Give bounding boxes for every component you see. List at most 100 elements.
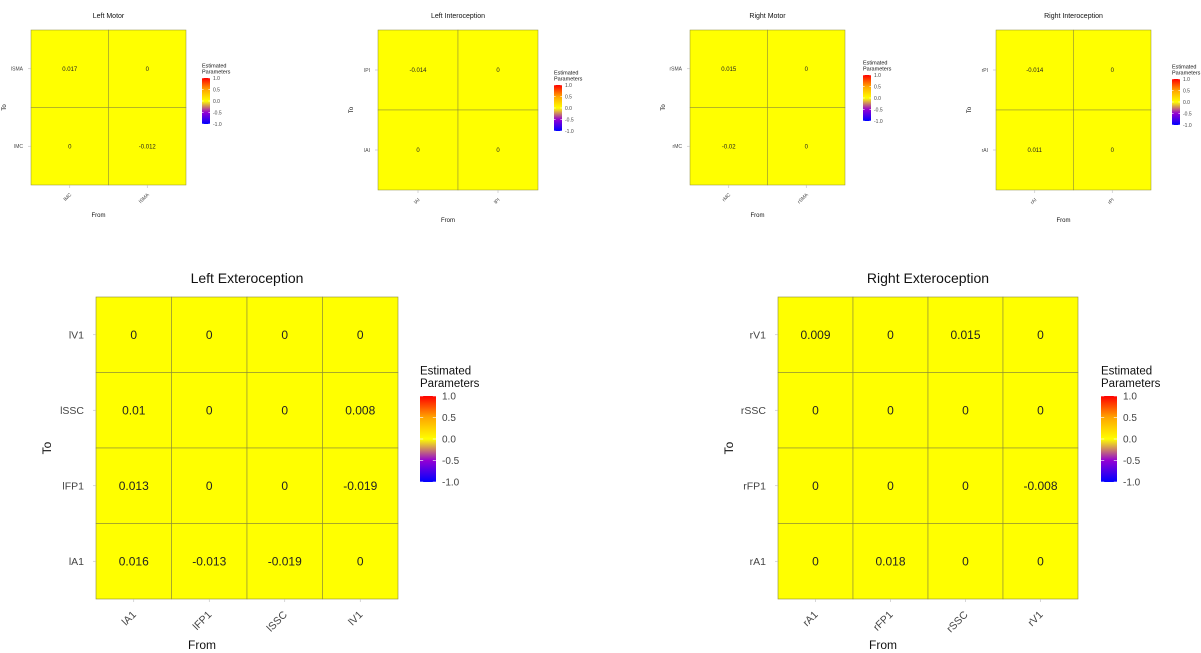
heatmap-cell bbox=[852, 296, 929, 373]
cell-value-label: -0.02 bbox=[722, 144, 736, 150]
x-tick-label: rSSC bbox=[944, 609, 971, 636]
chart-title: Left Interoception bbox=[431, 13, 485, 20]
heatmap-right-exteroception: Right Exteroception 0.009 0 0.015 0 0 0 0 0 0 0 0 -0… bbox=[700, 260, 1201, 653]
y-tick-label: rV1 bbox=[750, 329, 767, 341]
y-tick-label: rFP1 bbox=[743, 480, 766, 492]
heatmap-cell bbox=[927, 447, 1004, 524]
legend-colorbar bbox=[1172, 79, 1180, 125]
cell-value-label: 0 bbox=[805, 144, 809, 150]
cell-value-label: 0.008 bbox=[345, 403, 375, 417]
x-tick-label: rFP1 bbox=[871, 609, 896, 634]
legend-tick-label: 0.5 bbox=[213, 87, 220, 93]
chart-title: Right Motor bbox=[749, 13, 786, 20]
cell-value-label: 0 bbox=[1111, 68, 1115, 74]
heatmap-cell bbox=[767, 107, 846, 186]
heatmap-cell bbox=[457, 29, 539, 111]
heatmap-cell bbox=[95, 296, 172, 373]
heatmap-cell bbox=[30, 29, 109, 108]
cell-value-label: 0 bbox=[962, 479, 969, 493]
legend-tick-label: 0.0 bbox=[565, 106, 572, 112]
y-tick-label: lAI bbox=[364, 148, 370, 154]
heatmap-cell bbox=[377, 29, 459, 111]
x-tick-label: rAI bbox=[1030, 197, 1039, 206]
x-tick-label: rV1 bbox=[1026, 609, 1046, 629]
legend-tick-label: -1.0 bbox=[213, 122, 222, 128]
legend-tick-label: 0.5 bbox=[565, 94, 572, 100]
x-axis-title: From bbox=[869, 638, 897, 652]
legend-tick-label: 1.0 bbox=[1183, 77, 1190, 83]
cell-value-label: 0.011 bbox=[1027, 148, 1042, 154]
cell-value-label: 0 bbox=[1037, 554, 1044, 568]
cell-value-label: 0 bbox=[812, 403, 819, 417]
heatmap-cell bbox=[1002, 296, 1079, 373]
heatmap-cell bbox=[322, 447, 399, 524]
cell-value-label: 0.017 bbox=[62, 67, 78, 73]
legend-tick-label: 1.0 bbox=[213, 76, 220, 82]
cell-value-label: 0 bbox=[416, 148, 420, 154]
heatmap-cell bbox=[927, 372, 1004, 449]
heatmap-left-interoception: Left Interoception -0.014 0 0 0 lPI lAI lAI lPI F… bbox=[340, 0, 640, 225]
legend-tick-label: -0.5 bbox=[1123, 456, 1141, 467]
cell-value-label: -0.008 bbox=[1023, 479, 1057, 493]
cell-value-label: 0 bbox=[887, 328, 894, 342]
legend-tick-label: 0.5 bbox=[874, 84, 881, 90]
cell-value-label: 0 bbox=[357, 554, 364, 568]
heatmap-cell bbox=[767, 29, 846, 108]
x-tick-label: rSMA bbox=[797, 192, 811, 206]
cell-value-label: 0 bbox=[887, 403, 894, 417]
legend-title: Estimated bbox=[420, 365, 471, 377]
legend-title: Parameters bbox=[1101, 378, 1161, 390]
heatmap-cell bbox=[246, 296, 323, 373]
cell-value-label: 0 bbox=[812, 554, 819, 568]
x-tick-label: lFP1 bbox=[191, 609, 215, 633]
cell-value-label: 0 bbox=[1037, 403, 1044, 417]
heatmap-svg: Right Interoception -0.014 0 0.011 0 rPI rAI rA… bbox=[967, 13, 1201, 224]
cell-value-label: 0 bbox=[281, 479, 288, 493]
heatmap-left-exteroception: Left Exteroception 0 0 0 0 0.01 0 0 0.008 0.013 0 0… bbox=[0, 260, 560, 653]
x-tick-label: lV1 bbox=[346, 609, 365, 628]
legend-tick-label: 1.0 bbox=[442, 392, 456, 403]
y-axis-title: To bbox=[2, 104, 8, 111]
legend-colorbar bbox=[420, 396, 436, 482]
legend-tick-label: 1.0 bbox=[565, 83, 572, 89]
cell-value-label: 0.018 bbox=[875, 554, 905, 568]
cell-value-label: 0.013 bbox=[119, 479, 149, 493]
y-tick-label: rSSC bbox=[741, 405, 767, 417]
legend-tick-label: 0.5 bbox=[1123, 413, 1137, 424]
cell-value-label: 0 bbox=[1037, 328, 1044, 342]
heatmap-cell bbox=[171, 372, 248, 449]
cell-value-label: -0.013 bbox=[192, 554, 226, 568]
y-tick-label: lPI bbox=[364, 68, 370, 74]
x-tick-label: lAI bbox=[413, 197, 421, 205]
heatmap-cell bbox=[1002, 372, 1079, 449]
cell-value-label: -0.019 bbox=[343, 479, 377, 493]
heatmap-cell bbox=[995, 29, 1074, 111]
y-tick-label: lV1 bbox=[69, 329, 84, 341]
x-axis-title: From bbox=[92, 213, 106, 219]
x-tick-label: rPI bbox=[1107, 197, 1116, 206]
cell-value-label: 0 bbox=[1111, 148, 1115, 154]
cell-value-label: 0 bbox=[281, 403, 288, 417]
cell-value-label: 0.009 bbox=[800, 328, 830, 342]
heatmap-cell bbox=[852, 447, 929, 524]
y-tick-label: lSSC bbox=[60, 405, 84, 417]
legend-title: Estimated bbox=[554, 71, 578, 77]
x-axis-title: From bbox=[188, 638, 216, 652]
heatmap-cell bbox=[95, 372, 172, 449]
legend-tick-label: 0.0 bbox=[213, 99, 220, 105]
y-axis-title: To bbox=[349, 106, 355, 113]
x-axis-title: From bbox=[441, 218, 455, 224]
legend-tick-label: -1.0 bbox=[1183, 123, 1192, 129]
legend-tick-label: 0.0 bbox=[442, 435, 456, 446]
legend-tick-label: 0.0 bbox=[1183, 100, 1190, 106]
y-tick-label: lSMA bbox=[11, 67, 24, 73]
legend-tick-label: -0.5 bbox=[213, 110, 222, 116]
cell-value-label: 0.015 bbox=[950, 328, 980, 342]
heatmap-svg: Right Motor 0.015 0 -0.02 0 rSMA rMC rMC rSMA Fro… bbox=[661, 13, 892, 219]
legend-tick-label: 1.0 bbox=[1123, 392, 1137, 403]
y-axis-title: To bbox=[661, 104, 667, 111]
heatmap-cell bbox=[108, 29, 187, 108]
legend-tick-label: -1.0 bbox=[1123, 478, 1141, 489]
y-tick-label: rAI bbox=[982, 148, 988, 154]
legend-colorbar bbox=[554, 85, 562, 131]
